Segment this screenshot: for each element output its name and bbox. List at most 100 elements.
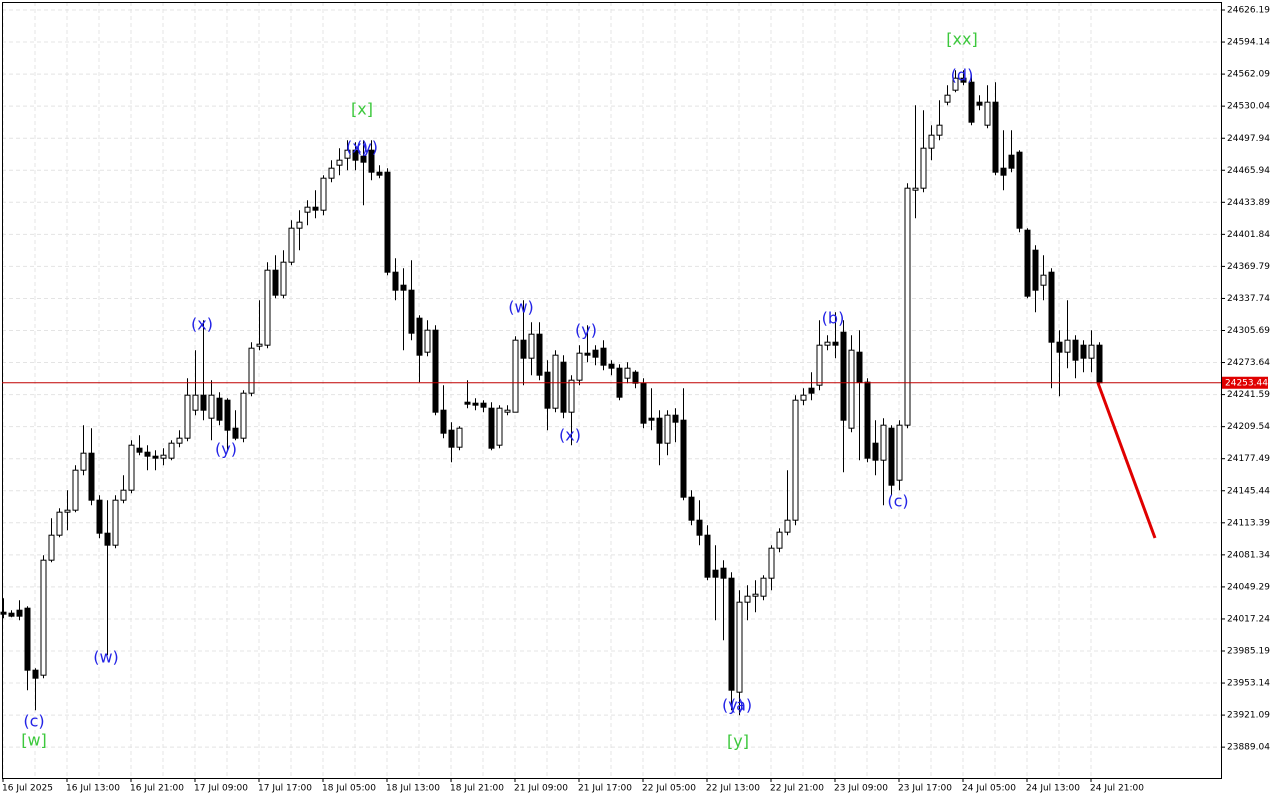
candle-body <box>576 352 583 381</box>
candle-body <box>216 397 223 421</box>
candle-body <box>312 206 319 211</box>
wave-label: (a) <box>730 696 752 715</box>
candle-body <box>1072 339 1079 361</box>
candle-body <box>744 595 751 603</box>
candle-body <box>568 379 575 413</box>
candle-body <box>464 401 471 405</box>
candle-body <box>824 341 831 346</box>
candle-body <box>704 534 711 578</box>
candle-body <box>496 407 503 446</box>
forecast-line <box>1096 382 1157 539</box>
y-tick-label: 24305.69 <box>1227 326 1270 336</box>
candle-body <box>800 394 807 401</box>
candle-body <box>152 455 159 459</box>
candle-body <box>328 167 335 179</box>
candle-body <box>272 269 279 296</box>
candle-body <box>184 394 191 439</box>
candle-body <box>648 417 655 421</box>
wave-label: (w) <box>508 298 534 317</box>
candle-body <box>888 427 895 486</box>
candle-body <box>40 559 47 676</box>
candle-body <box>128 444 135 491</box>
candle-body <box>952 77 959 91</box>
candle-body <box>584 352 591 356</box>
y-tick-label: 24273.64 <box>1227 358 1270 368</box>
candle-body <box>264 269 271 346</box>
candle-body <box>912 187 919 191</box>
candle-body <box>984 101 991 126</box>
candle-body <box>832 341 839 346</box>
candle-body <box>1032 249 1039 291</box>
wave-label: (y) <box>575 321 597 340</box>
x-tick-label: 16 Jul 2025 <box>2 784 53 794</box>
candle-body <box>176 437 183 444</box>
candle-body <box>368 149 375 173</box>
wave-label: (x) <box>346 138 368 157</box>
candle-body <box>96 499 103 534</box>
candle-body <box>656 417 663 444</box>
candle-body <box>24 607 31 671</box>
candle-body <box>80 452 87 471</box>
candle-body <box>1008 154 1015 169</box>
candle-body <box>288 227 295 263</box>
candle-body <box>408 289 415 334</box>
y-tick-label: 24465.94 <box>1227 166 1270 176</box>
wave-label-major: [xx] <box>946 30 977 49</box>
wave-label: (c) <box>887 492 908 511</box>
y-tick-label: 24177.49 <box>1227 454 1270 464</box>
candle-body <box>104 532 111 546</box>
candle-body <box>0 611 7 615</box>
candle-body <box>256 343 263 347</box>
candle-body <box>528 333 535 359</box>
candle-body <box>32 669 39 679</box>
candle-body <box>608 363 615 369</box>
candle-body <box>776 531 783 549</box>
candle-body <box>136 447 143 453</box>
x-tick-label: 18 Jul 21:00 <box>450 784 504 794</box>
y-tick-label: 24433.89 <box>1227 198 1270 208</box>
x-tick-label: 21 Jul 17:00 <box>578 784 632 794</box>
candle-body <box>736 601 743 693</box>
candle-body <box>392 271 399 291</box>
y-tick-label: 24497.94 <box>1227 134 1270 144</box>
x-tick-label: 22 Jul 21:00 <box>770 784 824 794</box>
current-price-box <box>1222 376 1268 389</box>
candle-body <box>696 519 703 536</box>
candle-body <box>320 177 327 211</box>
candle-body <box>840 331 847 421</box>
y-tick-label: 23921.09 <box>1227 711 1270 721</box>
x-tick-label: 24 Jul 05:00 <box>962 784 1016 794</box>
candle-body <box>632 371 639 384</box>
candle-body <box>1048 271 1055 343</box>
candle-body <box>936 124 943 136</box>
candle-body <box>296 221 303 229</box>
axes: 24626.19 24594.14 24562.09 24530.04 24497.94… <box>2 6 1270 794</box>
candle-body <box>944 94 951 103</box>
candle-body <box>712 569 719 578</box>
candle-body <box>688 496 695 521</box>
wave-label-major: [w] <box>21 731 47 750</box>
x-tick-label: 24 Jul 13:00 <box>1026 784 1080 794</box>
candle-body <box>112 499 119 546</box>
candle-body <box>600 347 607 366</box>
candle-body <box>304 206 311 213</box>
y-tick-label: 24113.39 <box>1227 518 1270 528</box>
candle-body <box>504 409 511 413</box>
candle-body <box>344 149 351 159</box>
y-tick-label: 23953.14 <box>1227 679 1270 689</box>
candles <box>0 70 1103 716</box>
y-tick-label: 24594.14 <box>1227 38 1270 48</box>
candle-body <box>1040 274 1047 286</box>
candle-body <box>56 511 63 536</box>
wave-label: (x) <box>559 426 581 445</box>
wave-label: (y) <box>356 138 378 157</box>
candle-body <box>752 593 759 597</box>
x-tick-label: 23 Jul 17:00 <box>898 784 952 794</box>
candle-body <box>976 101 983 106</box>
wave-label-major: [x] <box>351 100 373 119</box>
x-tick-label: 24 Jul 21:00 <box>1090 784 1144 794</box>
candle-body <box>664 414 671 444</box>
candle-body <box>1088 344 1095 359</box>
candle-body <box>360 155 367 163</box>
y-tick-label: 23985.19 <box>1227 647 1270 657</box>
